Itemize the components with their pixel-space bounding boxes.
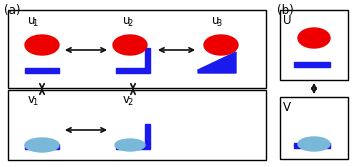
Polygon shape: [198, 52, 236, 73]
Ellipse shape: [25, 138, 59, 152]
Ellipse shape: [298, 28, 330, 48]
Text: U: U: [283, 14, 291, 27]
Text: (a): (a): [4, 4, 20, 17]
Bar: [145, 124, 150, 144]
Text: 1: 1: [32, 98, 38, 107]
Text: (b): (b): [277, 4, 294, 17]
Ellipse shape: [298, 137, 330, 151]
Bar: [116, 68, 150, 73]
Bar: [280, 10, 348, 80]
Text: 2: 2: [127, 98, 133, 107]
Text: u: u: [123, 14, 131, 27]
Bar: [25, 144, 59, 149]
Bar: [25, 68, 59, 73]
Bar: [280, 97, 348, 159]
Bar: [116, 144, 150, 149]
Text: 3: 3: [216, 19, 222, 28]
Text: V: V: [283, 101, 291, 114]
Bar: [8, 10, 266, 88]
Text: u: u: [28, 14, 36, 27]
Text: v: v: [123, 93, 130, 106]
Bar: [294, 62, 330, 67]
Bar: [294, 143, 330, 148]
Ellipse shape: [25, 35, 59, 55]
Ellipse shape: [204, 35, 238, 55]
Ellipse shape: [115, 139, 145, 151]
Bar: [145, 48, 150, 68]
Text: 2: 2: [127, 19, 133, 28]
Text: 1: 1: [32, 19, 38, 28]
Text: v: v: [28, 93, 35, 106]
Bar: [8, 90, 266, 160]
Text: u: u: [212, 14, 220, 27]
Ellipse shape: [113, 35, 147, 55]
